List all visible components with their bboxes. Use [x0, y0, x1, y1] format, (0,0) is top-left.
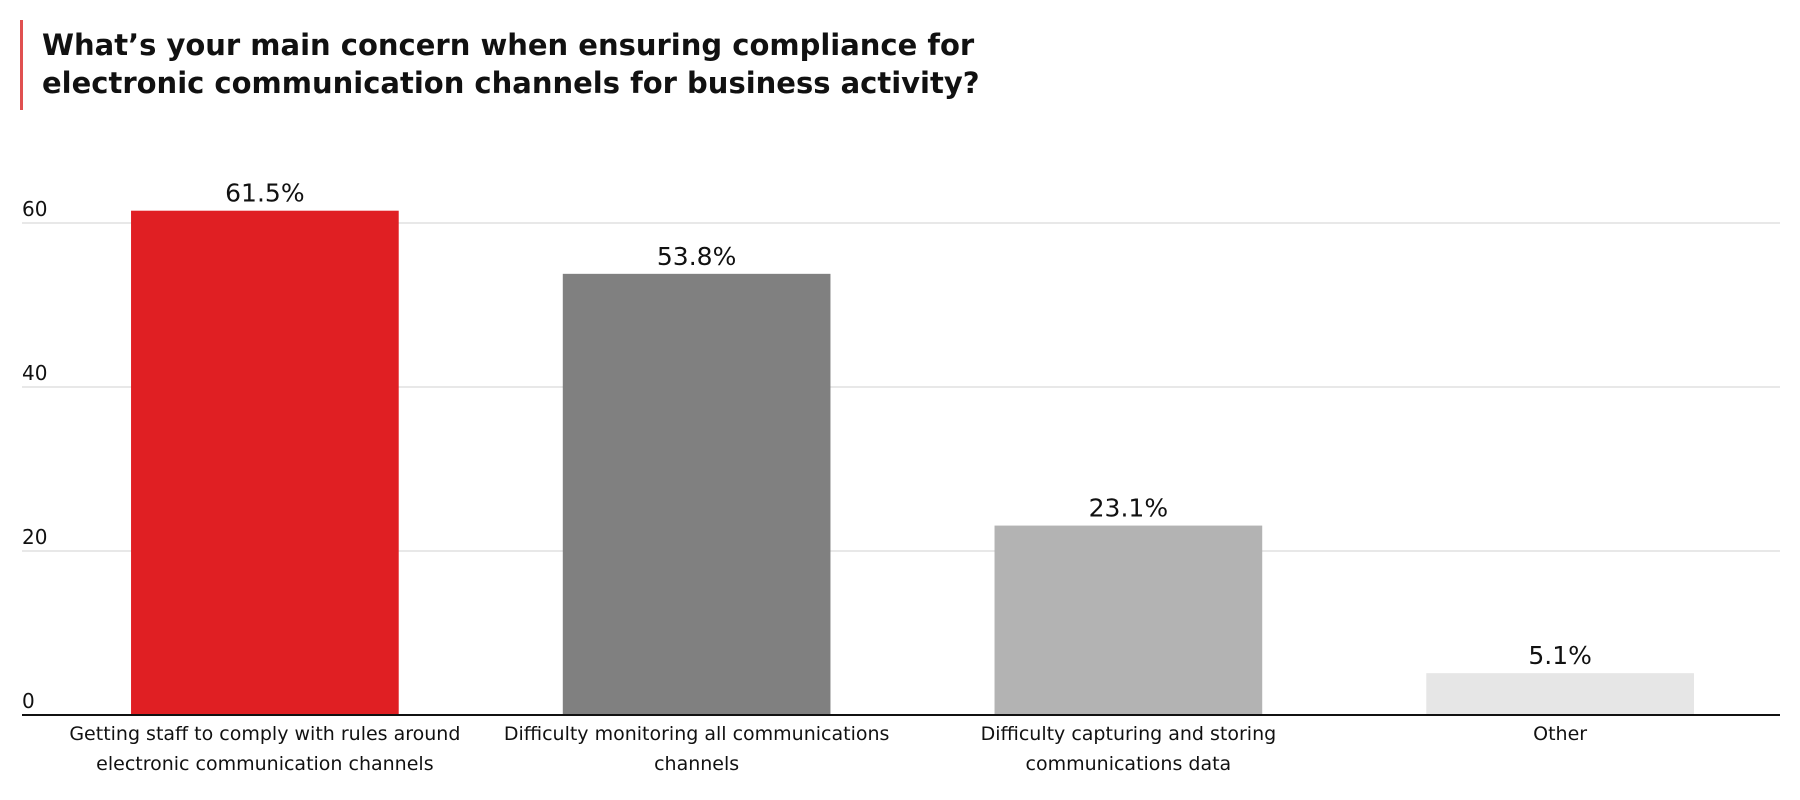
- value-label: 23.1%: [1089, 494, 1168, 523]
- x-tick-box: Difficulty monitoring all communications…: [503, 723, 890, 775]
- y-tick-label: 60: [22, 197, 47, 221]
- chart-title: What’s your main concern when ensuring c…: [42, 28, 980, 100]
- title-accent: [20, 20, 23, 110]
- x-tick-label: Getting staff to comply with rules aroun…: [69, 723, 461, 775]
- bar: [131, 210, 399, 715]
- y-tick-label: 40: [22, 361, 47, 385]
- title-box: What’s your main concern when ensuring c…: [42, 28, 980, 100]
- x-tick-label: Difficulty capturing and storing communi…: [980, 723, 1277, 775]
- value-label: 61.5%: [225, 179, 304, 208]
- bar: [562, 273, 831, 715]
- value-label: 5.1%: [1528, 641, 1592, 670]
- value-label: 53.8%: [657, 242, 736, 271]
- x-tick-box: Difficulty capturing and storing communi…: [980, 723, 1277, 775]
- y-tick-label: 20: [22, 525, 47, 549]
- bar: [994, 525, 1263, 715]
- bar: [1426, 673, 1694, 715]
- x-tick-box: Getting staff to comply with rules aroun…: [69, 723, 461, 775]
- x-tick-label: Difficulty monitoring all communications…: [503, 723, 890, 775]
- y-tick-label: 0: [22, 689, 35, 713]
- x-tick-box: Other: [1533, 723, 1588, 745]
- x-tick-label: Other: [1533, 723, 1588, 745]
